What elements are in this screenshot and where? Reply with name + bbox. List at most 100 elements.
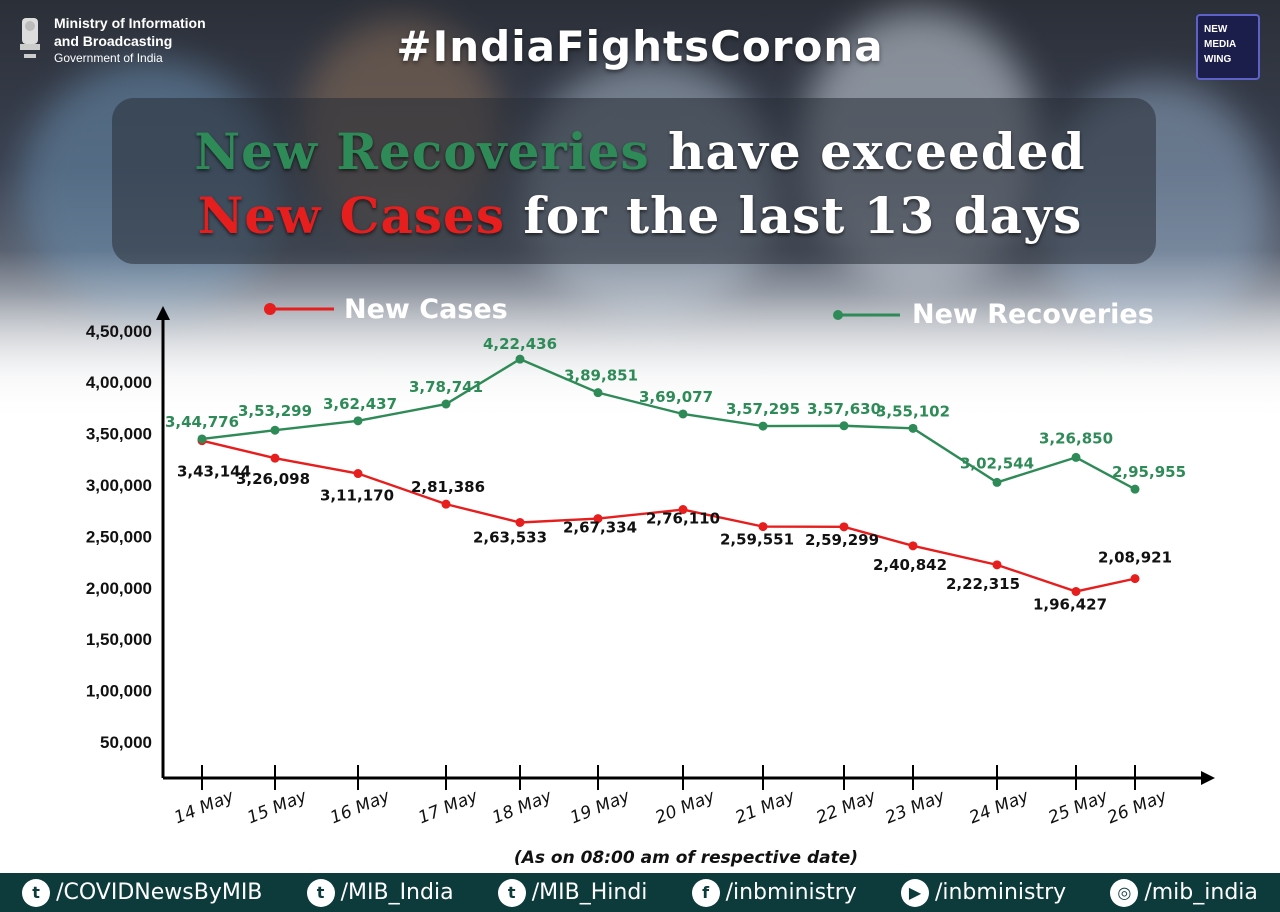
new-cases-point xyxy=(678,505,688,515)
social-handle: /MIB_Hindi xyxy=(531,880,648,905)
data-label: 3,53,299 xyxy=(238,402,312,420)
y-tick-label: 50,000 xyxy=(100,733,152,752)
y-tick-label: 2,50,000 xyxy=(86,527,152,546)
new-media-wing-logo: NEW MEDIA WING xyxy=(1196,14,1260,80)
y-tick-label: 1,00,000 xyxy=(86,682,152,701)
logo-line: NEW xyxy=(1204,24,1228,35)
y-tick-label: 4,50,000 xyxy=(86,322,152,341)
y-tick-label: 3,00,000 xyxy=(86,476,152,495)
x-tick-label: 19 May xyxy=(568,786,634,828)
data-label: 3,69,077 xyxy=(639,388,713,406)
y-tick-label: 1,50,000 xyxy=(86,630,152,649)
y-tick-label: 2,00,000 xyxy=(86,579,152,598)
y-tick-label: 4,00,000 xyxy=(86,373,152,392)
hashtag-title: #IndiaFightsCorona xyxy=(396,22,884,71)
data-label: 2,08,921 xyxy=(1098,549,1172,567)
data-label: 2,59,299 xyxy=(805,531,879,549)
legend: New Cases New Recoveries xyxy=(264,294,1154,330)
new-recoveries-point xyxy=(908,423,918,433)
ministry-branding: Ministry of Information and Broadcasting… xyxy=(14,14,206,66)
new-cases-point xyxy=(593,514,603,524)
new-recoveries-point xyxy=(515,354,525,364)
new-recoveries-point xyxy=(197,434,207,444)
headline-text: have exceeded xyxy=(649,122,1086,181)
data-label: 2,22,315 xyxy=(946,575,1020,593)
twitter-icon: t xyxy=(497,878,526,907)
x-tick-label: 22 May xyxy=(814,786,880,828)
chart-axes xyxy=(156,306,1215,785)
new-recoveries-point xyxy=(992,477,1002,487)
data-label: 3,11,170 xyxy=(320,487,394,505)
x-tick-label: 15 May xyxy=(245,786,311,828)
x-ticks: 14 May 15 May 16 May 17 May 18 May 19 May 20 M… xyxy=(172,765,1171,828)
photo-fade xyxy=(0,250,1280,430)
new-cases-point xyxy=(353,469,363,479)
new-recoveries-point xyxy=(1071,452,1081,462)
headline-line1: New Recoveries have exceeded xyxy=(0,122,1280,181)
social-link[interactable]: t/MIB_Hindi xyxy=(497,878,648,907)
headline-recoveries: New Recoveries xyxy=(194,122,650,181)
x-axis-arrow xyxy=(1201,771,1215,785)
data-label: 3,78,741 xyxy=(409,378,483,396)
date-note: (As on 08:00 am of respective date) xyxy=(514,848,858,868)
x-tick-label: 16 May xyxy=(328,786,394,828)
social-link[interactable]: t/MIB_India xyxy=(306,878,454,907)
new-recoveries-point xyxy=(270,425,280,435)
x-tick-label: 26 May xyxy=(1105,786,1171,828)
twitter-icon: t xyxy=(22,878,51,907)
line-chart: 50,000 1,00,000 1,50,000 2,00,000 2,50,000 3,… xyxy=(85,294,1215,868)
social-link[interactable]: t/COVIDNewsByMIB xyxy=(22,878,262,907)
new-cases-point xyxy=(839,522,849,532)
new-recoveries-point xyxy=(758,421,768,431)
legend-recoveries-label: New Recoveries xyxy=(912,299,1154,330)
twitter-icon: t xyxy=(306,878,335,907)
new-cases-point xyxy=(758,522,768,532)
new-cases-point xyxy=(908,541,918,551)
social-handle: /inbministry xyxy=(934,880,1067,905)
social-handle: /inbministry xyxy=(725,880,857,905)
data-label: 2,95,955 xyxy=(1112,463,1186,481)
headline-panel xyxy=(112,98,1156,264)
new-cases-point xyxy=(270,453,280,463)
x-tick-label: 25 May xyxy=(1046,786,1112,828)
data-label: 2,67,334 xyxy=(563,519,637,537)
new-cases-point xyxy=(441,499,451,509)
logo-line: WING xyxy=(1204,54,1232,65)
social-handle: /mib_india xyxy=(1144,880,1258,905)
y-ticks: 50,000 1,00,000 1,50,000 2,00,000 2,50,000 3,… xyxy=(86,322,152,752)
new-cases-point xyxy=(515,517,525,527)
data-label: 3,44,776 xyxy=(165,413,239,431)
headline-cases: New Cases xyxy=(197,186,505,245)
data-label: 3,02,544 xyxy=(960,454,1034,472)
social-link[interactable]: ◎/mib_india xyxy=(1110,878,1258,907)
new-cases-point xyxy=(1071,586,1081,596)
data-label: 3,57,630 xyxy=(807,400,881,418)
new-recoveries-point xyxy=(839,421,849,431)
y-axis-arrow xyxy=(156,306,170,320)
new-recoveries-point xyxy=(353,416,363,426)
x-tick-label: 17 May xyxy=(416,786,482,828)
data-label: 3,62,437 xyxy=(323,395,397,413)
data-label: 1,96,427 xyxy=(1033,595,1107,613)
data-label: 3,55,102 xyxy=(876,402,950,420)
social-link[interactable]: ▶/inbministry xyxy=(900,878,1067,907)
legend-cases-label: New Cases xyxy=(344,294,508,325)
social-link[interactable]: f/inbministry xyxy=(691,878,857,907)
headline-text: for the last 13 days xyxy=(505,186,1083,245)
x-tick-label: 21 May xyxy=(733,786,799,828)
ministry-name-line2: and Broadcasting xyxy=(54,33,173,49)
national-emblem-icon xyxy=(20,18,40,58)
x-tick-label: 14 May xyxy=(172,786,238,828)
new-recoveries-point xyxy=(1130,484,1140,494)
legend-recoveries-marker xyxy=(833,310,843,320)
data-label: 2,63,533 xyxy=(473,528,547,546)
data-label: 3,89,851 xyxy=(564,367,638,385)
data-label: 2,81,386 xyxy=(411,478,485,496)
x-tick-label: 23 May xyxy=(883,786,949,828)
social-footer: t/COVIDNewsByMIB t/MIB_India t/MIB_Hindi f /… xyxy=(0,873,1280,912)
x-tick-label: 20 May xyxy=(653,786,719,828)
social-handle: /MIB_India xyxy=(340,880,454,905)
headline-line2: New Cases for the last 13 days xyxy=(0,186,1280,245)
new-recoveries-point xyxy=(593,388,603,398)
instagram-icon: ◎ xyxy=(1110,878,1139,907)
